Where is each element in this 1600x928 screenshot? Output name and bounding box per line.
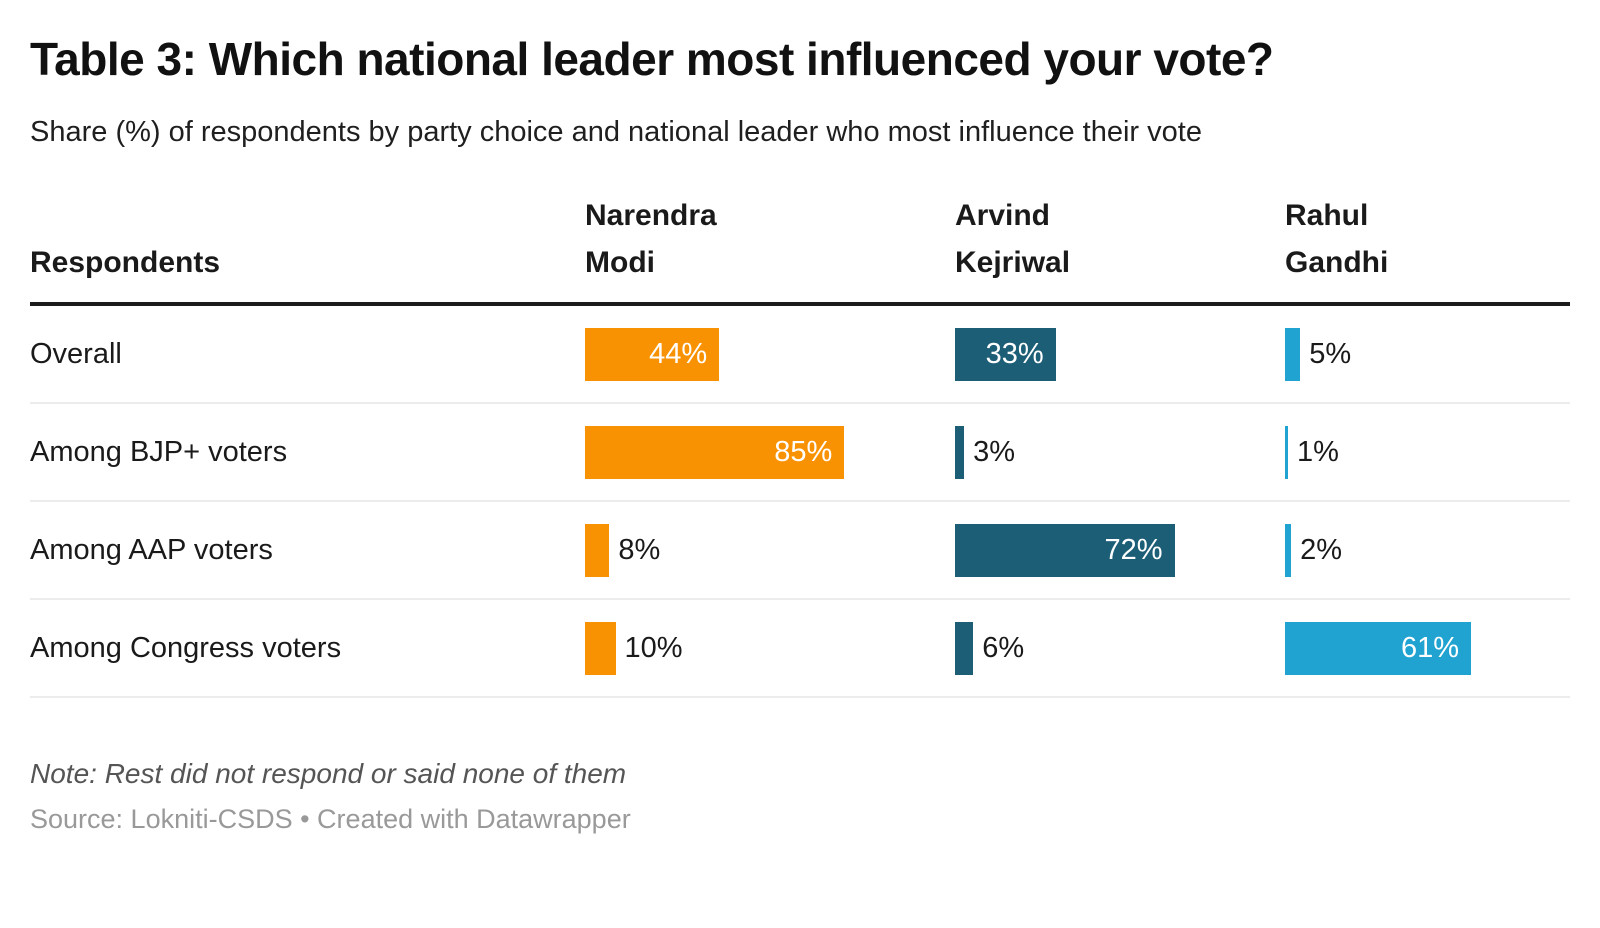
bar-value-label: 6%	[982, 631, 1025, 664]
bar-value-label: 3%	[973, 435, 1016, 468]
column-header-modi: Narendra Modi	[585, 199, 717, 279]
bar-value-label: 10%	[624, 631, 683, 664]
bar	[1285, 425, 1289, 479]
chart-container: Table 3: Which national leader most infl…	[30, 33, 1570, 835]
chart-subtitle: Share (%) of respondents by party choice…	[30, 116, 1202, 148]
bar-cell-modi-congress: 10%	[585, 600, 955, 696]
bar: 61%	[1285, 621, 1472, 675]
bar: 85%	[585, 425, 845, 479]
bar-cell-modi-bjp: 85%	[585, 404, 955, 500]
bar-value-label: 33%	[985, 337, 1044, 370]
column-header-kejriwal: Arvind Kejriwal	[955, 199, 1071, 279]
bar-value-label: 44%	[649, 337, 708, 370]
bar: 72%	[955, 523, 1175, 577]
bar	[955, 621, 974, 675]
row-label: Among BJP+ voters	[30, 435, 288, 468]
chart-source: Source: Lokniti-CSDS • Created with Data…	[30, 804, 631, 834]
table-row-aap: Among AAP voters 8% 72% 2%	[30, 502, 1570, 600]
chart-footer: Note: Rest did not respond or said none …	[30, 758, 1570, 835]
bar	[1285, 327, 1301, 381]
bar-value-label: 72%	[1104, 533, 1163, 566]
bar	[585, 523, 610, 577]
bar-cell-kejriwal-congress: 6%	[955, 600, 1285, 696]
column-header-respondents: Respondents	[30, 245, 221, 279]
bar	[585, 621, 616, 675]
bar	[955, 425, 965, 479]
row-label: Overall	[30, 337, 122, 370]
bar-cell-kejriwal-bjp: 3%	[955, 404, 1285, 500]
bar-cell-modi-overall: 44%	[585, 306, 955, 402]
table-header-row: Respondents Narendra Modi Arvind Kejriwa…	[30, 193, 1570, 306]
table-row-overall: Overall 44% 33% 5%	[30, 306, 1570, 404]
bar-cell-gandhi-bjp: 1%	[1285, 404, 1570, 500]
bar-cell-gandhi-congress: 61%	[1285, 600, 1570, 696]
bar-cell-kejriwal-aap: 72%	[955, 502, 1285, 598]
chart-note: Note: Rest did not respond or said none …	[30, 758, 627, 789]
bar-value-label: 5%	[1309, 337, 1352, 370]
bar	[1285, 523, 1292, 577]
bar-value-label: 8%	[618, 533, 661, 566]
row-label: Among Congress voters	[30, 631, 342, 664]
bar-cell-gandhi-overall: 5%	[1285, 306, 1570, 402]
bar-value-label: 1%	[1297, 435, 1339, 468]
bar-value-label: 61%	[1401, 631, 1460, 664]
bar: 33%	[955, 327, 1056, 381]
bar-cell-kejriwal-overall: 33%	[955, 306, 1285, 402]
table-row-congress: Among Congress voters 10% 6% 61%	[30, 600, 1570, 698]
column-header-gandhi: Rahul Gandhi	[1285, 199, 1389, 279]
row-label: Among AAP voters	[30, 533, 273, 566]
bar-value-label: 2%	[1300, 533, 1343, 566]
bar-cell-gandhi-aap: 2%	[1285, 502, 1570, 598]
bar: 44%	[585, 327, 720, 381]
chart-title: Table 3: Which national leader most infl…	[30, 33, 1274, 85]
bar-value-label: 85%	[774, 435, 833, 468]
table-row-bjp: Among BJP+ voters 85% 3% 1%	[30, 404, 1570, 502]
bar-cell-modi-aap: 8%	[585, 502, 955, 598]
